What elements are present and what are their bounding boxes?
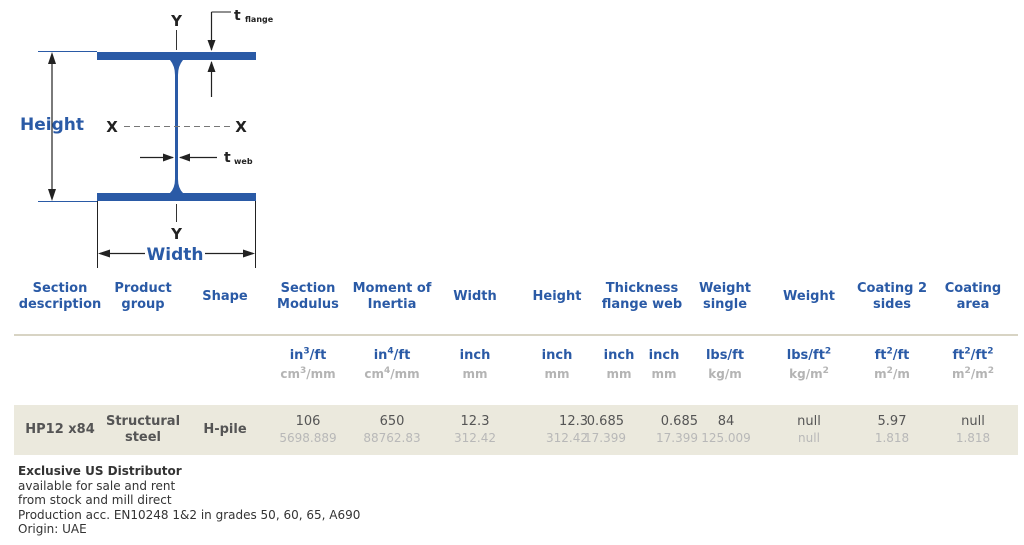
header-coating-area: Coating area xyxy=(944,281,1002,312)
t-web-label: t xyxy=(224,150,231,166)
units-weight: lbs/ft2 kg/m2 xyxy=(786,346,832,381)
header-section-description: Section description xyxy=(18,281,102,312)
header-moment-of-inertia: Moment of Inertia xyxy=(352,281,432,312)
table-row[interactable]: HP12 x84 Structural steel H-pile 106 5698… xyxy=(14,405,1018,455)
cell-section-modulus: 106 5698.889 xyxy=(279,414,337,445)
cell-height: 12.3 312.42 xyxy=(546,414,588,445)
flange-subscript: flange xyxy=(245,15,274,24)
units-flange: inch mm xyxy=(603,348,635,381)
cell-weight: null null xyxy=(797,414,821,445)
width-label: Width xyxy=(147,245,204,265)
t-flange-label: t xyxy=(234,8,241,24)
header-coating-2-sides: Coating 2 sides xyxy=(856,281,928,312)
header-height: Height xyxy=(532,289,582,304)
cell-width: 12.3 312.42 xyxy=(454,414,496,445)
cell-flange: 0.685 17.399 xyxy=(584,414,626,445)
header-section-modulus: Section Modulus xyxy=(277,281,339,312)
y-bottom-label: Y xyxy=(170,225,183,243)
header-weight: Weight xyxy=(783,289,835,304)
height-label: Height xyxy=(20,115,84,135)
units-width: inch mm xyxy=(459,348,491,381)
header-product-group: Product group xyxy=(114,281,172,312)
table-units-row: in3/ft cm3/mm in4/ft cm4/mm inch mm inch mm … xyxy=(14,347,1018,389)
cell-product-group: Structural steel xyxy=(105,414,181,445)
units-web: inch mm xyxy=(648,348,680,381)
cell-coating-area: null 1.818 xyxy=(955,414,991,445)
cell-section: HP12 x84 xyxy=(25,422,95,437)
note-line: available for sale and rent xyxy=(18,478,176,493)
units-moment-of-inertia: in4/ft cm4/mm xyxy=(364,346,420,381)
header-width: Width xyxy=(453,289,497,304)
header-divider xyxy=(14,334,1018,336)
distributor-notes: Exclusive US Distributor available for s… xyxy=(18,464,518,537)
header-weight-single: Weight single xyxy=(699,281,751,312)
units-weight-single: lbs/ft kg/m xyxy=(705,348,745,381)
cell-coating-2-sides: 5.97 1.818 xyxy=(874,414,910,445)
cell-weight-single: 84 125.009 xyxy=(701,414,751,445)
header-thickness: Thickness flange web xyxy=(601,281,683,312)
distributor-title: Exclusive US Distributor xyxy=(18,464,182,478)
cell-moment-of-inertia: 650 88762.83 xyxy=(363,414,421,445)
y-top-label: Y xyxy=(170,12,183,30)
units-height: inch mm xyxy=(541,348,573,381)
header-shape: Shape xyxy=(202,289,248,304)
note-line: Origin: UAE xyxy=(18,522,87,536)
units-coating-area: ft2/ft2 m2/m2 xyxy=(952,346,994,381)
note-line: Production acc. EN10248 1&2 in grades 50… xyxy=(18,507,361,522)
cell-web: 0.685 17.399 xyxy=(656,414,698,445)
units-coating-2-sides: ft2/ft m2/m xyxy=(874,346,910,381)
note-line: from stock and mill direct xyxy=(18,493,172,507)
units-section-modulus: in3/ft cm3/mm xyxy=(280,346,336,381)
table-header-row: Section description Product group Shape … xyxy=(14,281,1018,331)
web-subscript: web xyxy=(234,157,253,166)
cell-shape: H-pile xyxy=(203,422,247,437)
h-pile-diagram: Y Y X X Height Width t flange t web xyxy=(20,8,274,268)
x-left-label: X xyxy=(106,118,118,136)
x-right-label: X xyxy=(235,118,247,136)
